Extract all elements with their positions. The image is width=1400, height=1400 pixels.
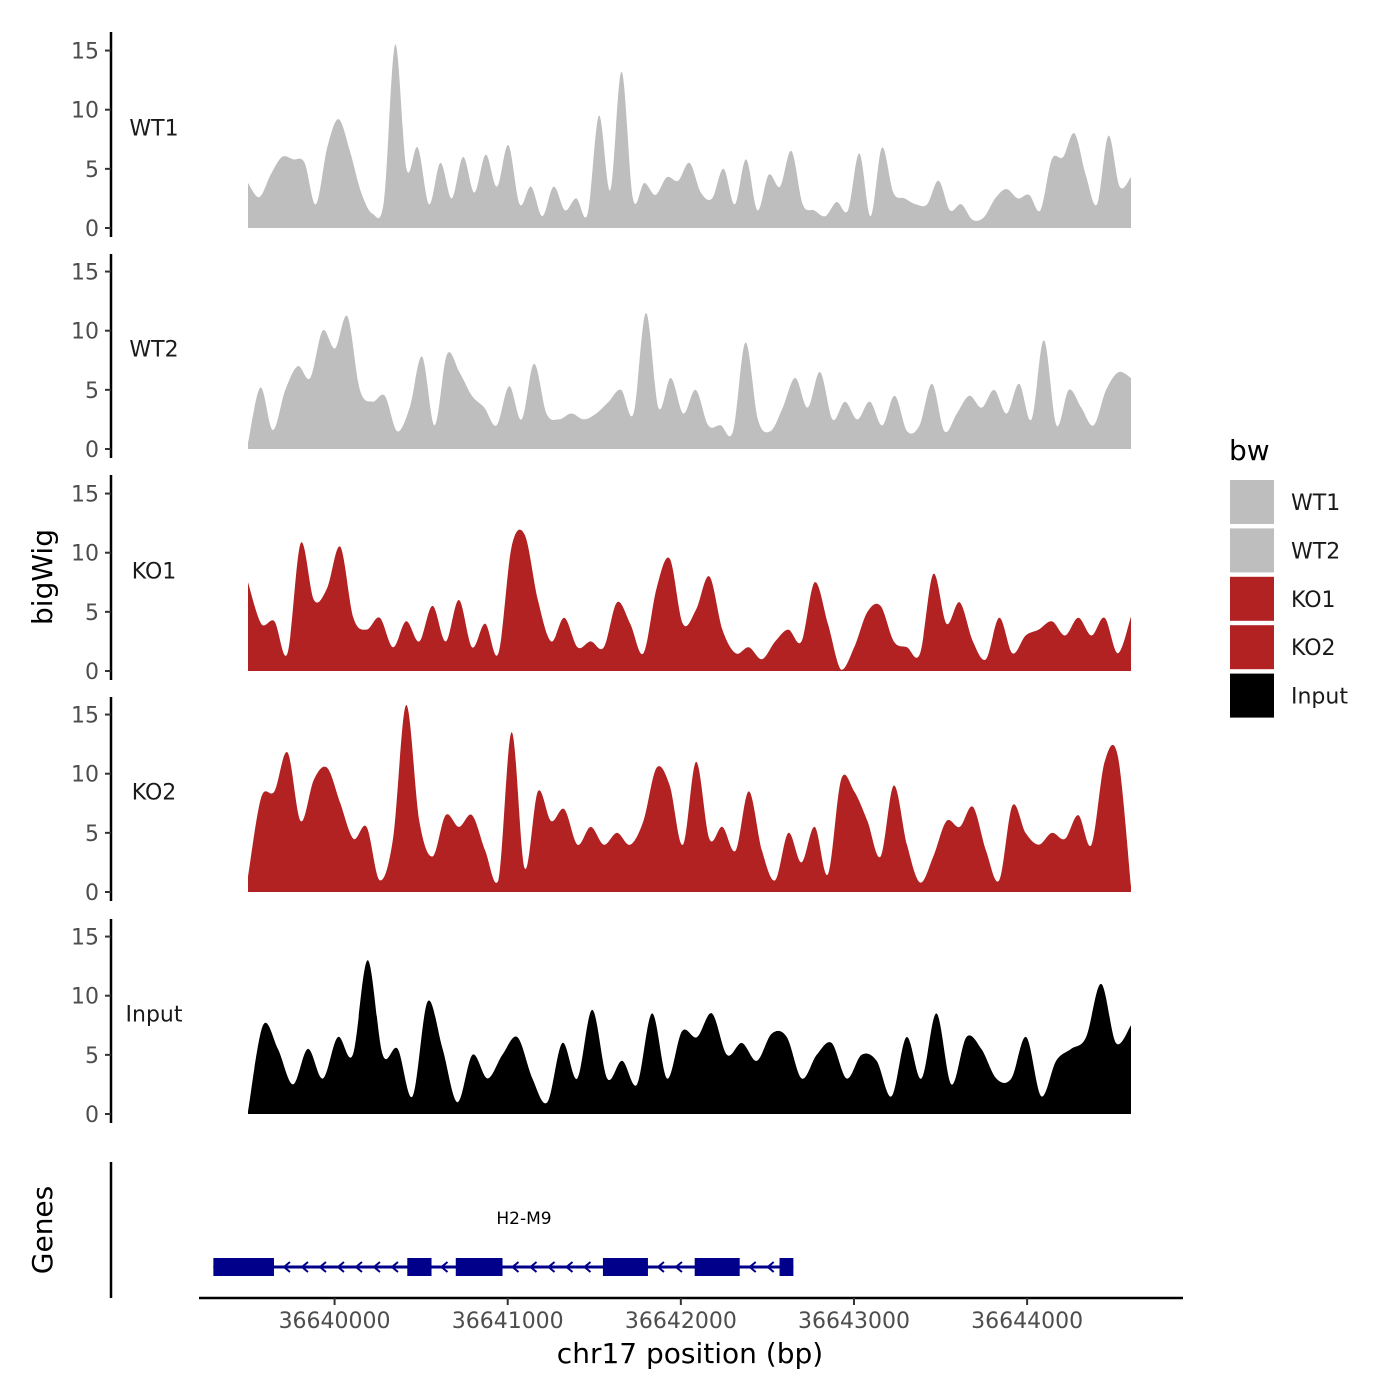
x-tick-label: 36644000 — [971, 1309, 1083, 1334]
y-tick-label: 15 — [71, 40, 99, 65]
series-area-ko2 — [248, 705, 1131, 892]
x-axis-title: chr17 position (bp) — [557, 1337, 823, 1370]
series-area-input — [248, 960, 1131, 1114]
legend-key-ko1 — [1230, 576, 1274, 621]
legend-label-input: Input — [1291, 685, 1348, 710]
legend-label-ko1: KO1 — [1291, 588, 1336, 613]
x-tick-label: 36642000 — [625, 1309, 737, 1334]
gene-exon — [407, 1258, 432, 1276]
track-label-input: Input — [126, 1002, 183, 1027]
y-tick-label: 10 — [71, 542, 99, 567]
legend-label-ko2: KO2 — [1291, 636, 1336, 661]
y-tick-label: 15 — [71, 926, 99, 951]
strand-arrow — [564, 1261, 574, 1273]
strand-arrow — [372, 1261, 381, 1273]
track-wt1: 0 5 10 15 WT1 — [71, 32, 1131, 242]
y-tick-label: 0 — [85, 438, 99, 463]
y-tick-label: 10 — [71, 985, 99, 1010]
strand-arrow — [510, 1261, 520, 1273]
strand-arrow — [748, 1261, 757, 1273]
legend-key-input — [1230, 673, 1274, 718]
legend: bw WT1 WT2 KO1 KO2 Input — [1229, 434, 1348, 718]
x-axis: chr17 position (bp) 36640000 36641000 3664… — [199, 1296, 1183, 1370]
gene-exon — [213, 1258, 274, 1276]
series-area-wt2 — [248, 312, 1131, 449]
series-area-wt1 — [248, 44, 1131, 229]
legend-label-wt1: WT1 — [1291, 491, 1340, 516]
gene-exon — [779, 1258, 794, 1276]
signal-tracks: 0 5 10 15 WT1 0 5 10 15 WT2 0 5 10 15 KO1 0 5 10 15 KO2 0 5 10… — [71, 32, 1131, 1128]
strand-arrow — [766, 1261, 775, 1273]
track-label-wt1: WT1 — [129, 116, 178, 141]
strand-arrow — [674, 1261, 683, 1273]
legend-title: bw — [1229, 434, 1270, 467]
strand-arrow — [336, 1261, 345, 1273]
y-tick-label: 5 — [85, 158, 99, 183]
y-tick-label: 15 — [71, 704, 99, 729]
y-tick-label: 5 — [85, 822, 99, 847]
strand-arrow — [390, 1261, 399, 1273]
strand-arrow — [582, 1261, 592, 1273]
legend-key-wt1 — [1230, 480, 1274, 524]
strand-arrow — [546, 1261, 556, 1273]
legend-label-wt2: WT2 — [1291, 539, 1340, 564]
strand-arrow — [656, 1261, 665, 1273]
y-tick-label: 5 — [85, 601, 99, 626]
strand-arrow — [439, 1261, 449, 1273]
y-tick-label: 10 — [71, 99, 99, 124]
track-wt2: 0 5 10 15 WT2 — [71, 254, 1131, 463]
y-tick-label: 0 — [85, 881, 99, 906]
y-tick-label: 10 — [71, 320, 99, 345]
y-tick-label: 0 — [85, 217, 99, 242]
y-tick-label: 15 — [71, 483, 99, 508]
y-tick-label: 5 — [85, 1044, 99, 1069]
genes-track: Genes H2-M9 — [26, 1162, 794, 1298]
genes-track-title: Genes — [26, 1186, 59, 1274]
gene-exon — [602, 1258, 648, 1276]
strand-arrow — [300, 1261, 309, 1273]
strand-arrow — [528, 1261, 538, 1273]
track-label-ko2: KO2 — [132, 780, 177, 805]
gene-exon — [694, 1258, 740, 1276]
track-ko2: 0 5 10 15 KO2 — [71, 697, 1131, 906]
y-tick-label: 5 — [85, 379, 99, 404]
x-tick-label: 36643000 — [798, 1309, 910, 1334]
strand-arrow — [282, 1261, 291, 1273]
x-tick-label: 36640000 — [279, 1309, 391, 1334]
track-label-ko1: KO1 — [132, 559, 177, 584]
track-input: 0 5 10 15 Input — [71, 919, 1131, 1128]
y-tick-label: 0 — [85, 1103, 99, 1128]
strand-arrow — [354, 1261, 363, 1273]
track-label-wt2: WT2 — [129, 337, 178, 362]
y-axis-title: bigWig — [26, 529, 59, 625]
series-area-ko1 — [248, 529, 1131, 671]
gene-exon — [455, 1258, 503, 1276]
track-ko1: 0 5 10 15 KO1 — [71, 475, 1131, 685]
y-tick-label: 0 — [85, 660, 99, 685]
y-tick-label: 10 — [71, 763, 99, 788]
strand-arrow — [318, 1261, 327, 1273]
x-tick-label: 36641000 — [452, 1309, 564, 1334]
legend-key-ko2 — [1230, 625, 1274, 670]
y-tick-label: 15 — [71, 261, 99, 286]
gene-name-label: H2-M9 — [496, 1209, 551, 1229]
legend-key-wt2 — [1230, 528, 1274, 573]
